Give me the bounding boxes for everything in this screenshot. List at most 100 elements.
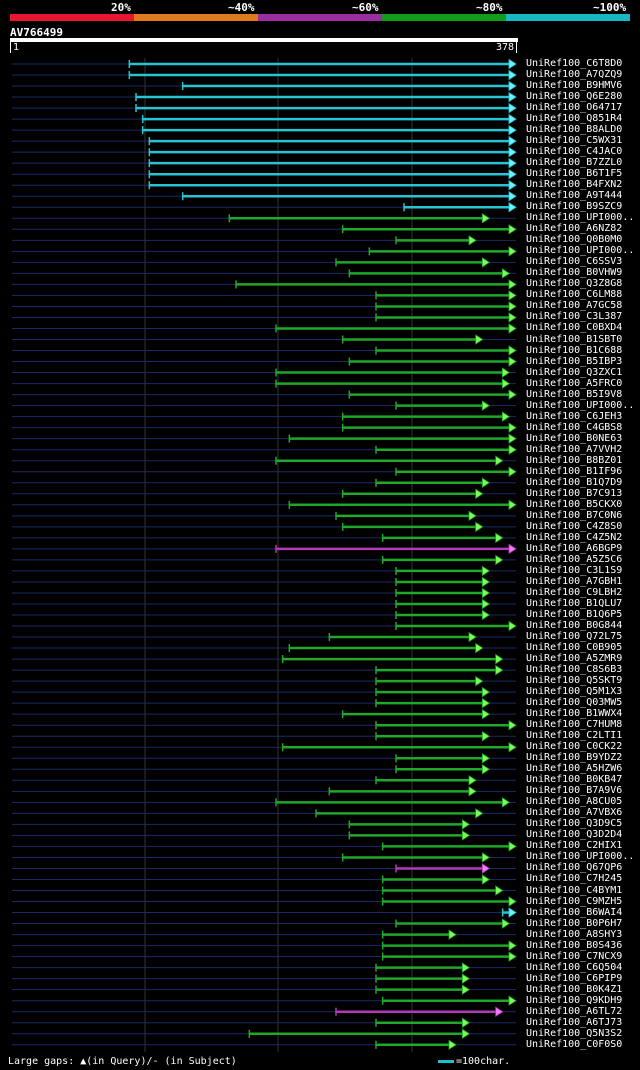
hit-label[interactable]: UniRef100_C0F0S0: [526, 1038, 623, 1050]
hit-label[interactable]: UniRef100_Q3D2D4: [526, 829, 623, 841]
hit-label[interactable]: UniRef100_C6JEH3: [526, 410, 623, 422]
hit-label[interactable]: UniRef100_B6WAI4: [526, 906, 623, 918]
hit-label[interactable]: UniRef100_A7VVH2: [526, 443, 623, 455]
hit-label[interactable]: UniRef100_A5FRC0: [526, 377, 623, 389]
hit-label[interactable]: UniRef100_C8S6B3: [526, 664, 623, 676]
hit-label[interactable]: UniRef100_C0B905: [526, 642, 623, 654]
hit-label[interactable]: UniRef100_A7GBH1: [526, 575, 623, 587]
hit-label[interactable]: UniRef100_Q9KDH9: [526, 994, 623, 1006]
hit-label[interactable]: UniRef100_A6BGP9: [526, 542, 623, 554]
hit-label[interactable]: UniRef100_B0S436: [526, 939, 623, 951]
hit-label[interactable]: UniRef100_C6LM88: [526, 289, 623, 301]
hit-label[interactable]: UniRef100_C5WX31: [526, 135, 623, 147]
hit-label[interactable]: UniRef100_B4FXN2: [526, 179, 623, 191]
hit-label[interactable]: UniRef100_C3L1S9: [526, 564, 623, 576]
hit-label[interactable]: UniRef100_Q03MW5: [526, 697, 623, 709]
hit-label[interactable]: UniRef100_B0G844: [526, 620, 623, 632]
hit-label[interactable]: UniRef100_C4JAC0: [526, 146, 623, 158]
hit-label[interactable]: UniRef100_B1IF96: [526, 465, 623, 477]
hit-label[interactable]: UniRef100_C0CK22: [526, 741, 623, 753]
hit-label[interactable]: UniRef100_B1C688: [526, 344, 623, 356]
hit-label[interactable]: UniRef100_UPI000..: [526, 245, 635, 257]
hit-label[interactable]: UniRef100_B7ZZL0: [526, 157, 623, 169]
hit-label[interactable]: UniRef100_Q3ZXC1: [526, 366, 623, 378]
hit-label[interactable]: UniRef100_A5HZW6: [526, 763, 623, 775]
hit-label[interactable]: UniRef100_Q67QP6: [526, 862, 623, 874]
hit-label[interactable]: UniRef100_B9SZC9: [526, 201, 623, 213]
hit-arrow-head: [508, 620, 517, 632]
hit-label[interactable]: UniRef100_C2LTI1: [526, 730, 623, 742]
hit-label[interactable]: UniRef100_C4Z8S0: [526, 520, 623, 532]
hit-label[interactable]: UniRef100_C2HIX1: [526, 840, 623, 852]
hit-label[interactable]: UniRef100_B5I9V8: [526, 388, 623, 400]
hit-label[interactable]: UniRef100_Q6E280: [526, 91, 623, 103]
hit-label[interactable]: UniRef100_B7C0N6: [526, 509, 623, 521]
hit-label[interactable]: UniRef100_A7GC58: [526, 300, 623, 312]
hit-arrow-head: [508, 312, 517, 323]
hit-label[interactable]: UniRef100_A6TL72: [526, 1005, 623, 1017]
hit-label[interactable]: UniRef100_B8BZ01: [526, 454, 623, 466]
hit-label[interactable]: UniRef100_C4BYM1: [526, 884, 623, 896]
hit-label[interactable]: UniRef100_Q72L75: [526, 631, 623, 643]
hit-label[interactable]: UniRef100_B8ALD0: [526, 124, 623, 136]
hit-label[interactable]: UniRef100_Q3Z8G8: [526, 278, 623, 290]
hit-label[interactable]: UniRef100_B0VHW9: [526, 267, 623, 279]
hit-label[interactable]: UniRef100_C7H245: [526, 873, 623, 885]
hit-label[interactable]: UniRef100_B6T1F5: [526, 168, 623, 180]
hit-label[interactable]: UniRef100_B0K4Z1: [526, 983, 623, 995]
hit-label[interactable]: UniRef100_C7HUM8: [526, 719, 623, 731]
hit-label[interactable]: UniRef100_A8SHY3: [526, 928, 623, 940]
hit-label[interactable]: UniRef100_B9HMV6: [526, 80, 623, 92]
hit-label[interactable]: UniRef100_B1QLU7: [526, 597, 623, 609]
hit-label[interactable]: UniRef100_B1WWX4: [526, 708, 623, 720]
hit-label[interactable]: UniRef100_B7C913: [526, 487, 623, 499]
hit-label[interactable]: UniRef100_C6PIP9: [526, 972, 623, 984]
hit-label[interactable]: UniRef100_C6Q504: [526, 961, 623, 973]
hit-label[interactable]: UniRef100_Q0B0M0: [526, 234, 623, 246]
hit-label[interactable]: UniRef100_C3L387: [526, 311, 623, 323]
hit-label[interactable]: UniRef100_C7NCX9: [526, 950, 623, 962]
hit-label[interactable]: UniRef100_B1SBT0: [526, 333, 623, 345]
hit-arrow-head: [501, 367, 511, 378]
hit-label[interactable]: UniRef100_A6NZ82: [526, 223, 623, 235]
hit-label[interactable]: UniRef100_A8CU05: [526, 796, 623, 808]
hit-label[interactable]: UniRef100_B1Q6P5: [526, 609, 623, 620]
hit-label[interactable]: UniRef100_A6TJ73: [526, 1016, 623, 1028]
hit-label[interactable]: UniRef100_Q5SKT9: [526, 675, 623, 687]
hit-label[interactable]: UniRef100_C4Z5N2: [526, 531, 623, 543]
hit-label[interactable]: UniRef100_B0P6H7: [526, 917, 623, 929]
hit-label[interactable]: UniRef100_B9YDZ2: [526, 752, 623, 764]
hit-label[interactable]: UniRef100_UPI000..: [526, 399, 635, 411]
hit-arrow-head: [461, 819, 471, 830]
hit-label[interactable]: UniRef100_A7VBX6: [526, 807, 623, 819]
hit-arrow-head: [481, 852, 491, 863]
hit-label[interactable]: UniRef100_B5CKX0: [526, 498, 623, 510]
hit-label[interactable]: UniRef100_B0KB47: [526, 774, 623, 786]
hit-label[interactable]: UniRef100_B1Q7D9: [526, 476, 623, 488]
hit-arrow-head: [481, 609, 491, 621]
hit-label[interactable]: UniRef100_O64717: [526, 102, 623, 114]
hit-label[interactable]: UniRef100_A5Z5C6: [526, 553, 623, 565]
hit-label[interactable]: UniRef100_UPI000..: [526, 851, 635, 863]
hit-label[interactable]: UniRef100_B0NE63: [526, 432, 623, 444]
hit-label[interactable]: UniRef100_C0BXD4: [526, 322, 623, 334]
hit-label[interactable]: UniRef100_A7QZQ9: [526, 69, 623, 81]
hit-label[interactable]: UniRef100_B7A9V6: [526, 785, 623, 797]
hit-label[interactable]: UniRef100_Q3D9C5: [526, 818, 623, 830]
hit-arrow-head: [508, 146, 517, 158]
hit-label[interactable]: UniRef100_Q5N3S2: [526, 1027, 623, 1039]
hit-label[interactable]: UniRef100_C6T8D0: [526, 58, 623, 69]
hit-label[interactable]: UniRef100_Q5M1X3: [526, 686, 623, 698]
hit-label[interactable]: UniRef100_UPI000..: [526, 212, 635, 224]
hit-arrow-head: [501, 378, 511, 389]
hit-arrow-head: [508, 719, 517, 731]
hit-label[interactable]: UniRef100_A5ZMR9: [526, 653, 623, 665]
hit-label[interactable]: UniRef100_C9MZH5: [526, 895, 623, 907]
hit-label[interactable]: UniRef100_C4GBS8: [526, 421, 623, 433]
query-name: AV766499: [10, 26, 63, 39]
hit-label[interactable]: UniRef100_C9LBH2: [526, 586, 623, 598]
hit-label[interactable]: UniRef100_Q851R4: [526, 113, 623, 125]
hit-label[interactable]: UniRef100_B5IBP3: [526, 355, 623, 367]
hit-label[interactable]: UniRef100_A9T444: [526, 190, 623, 202]
hit-label[interactable]: UniRef100_C6SSV3: [526, 256, 623, 268]
